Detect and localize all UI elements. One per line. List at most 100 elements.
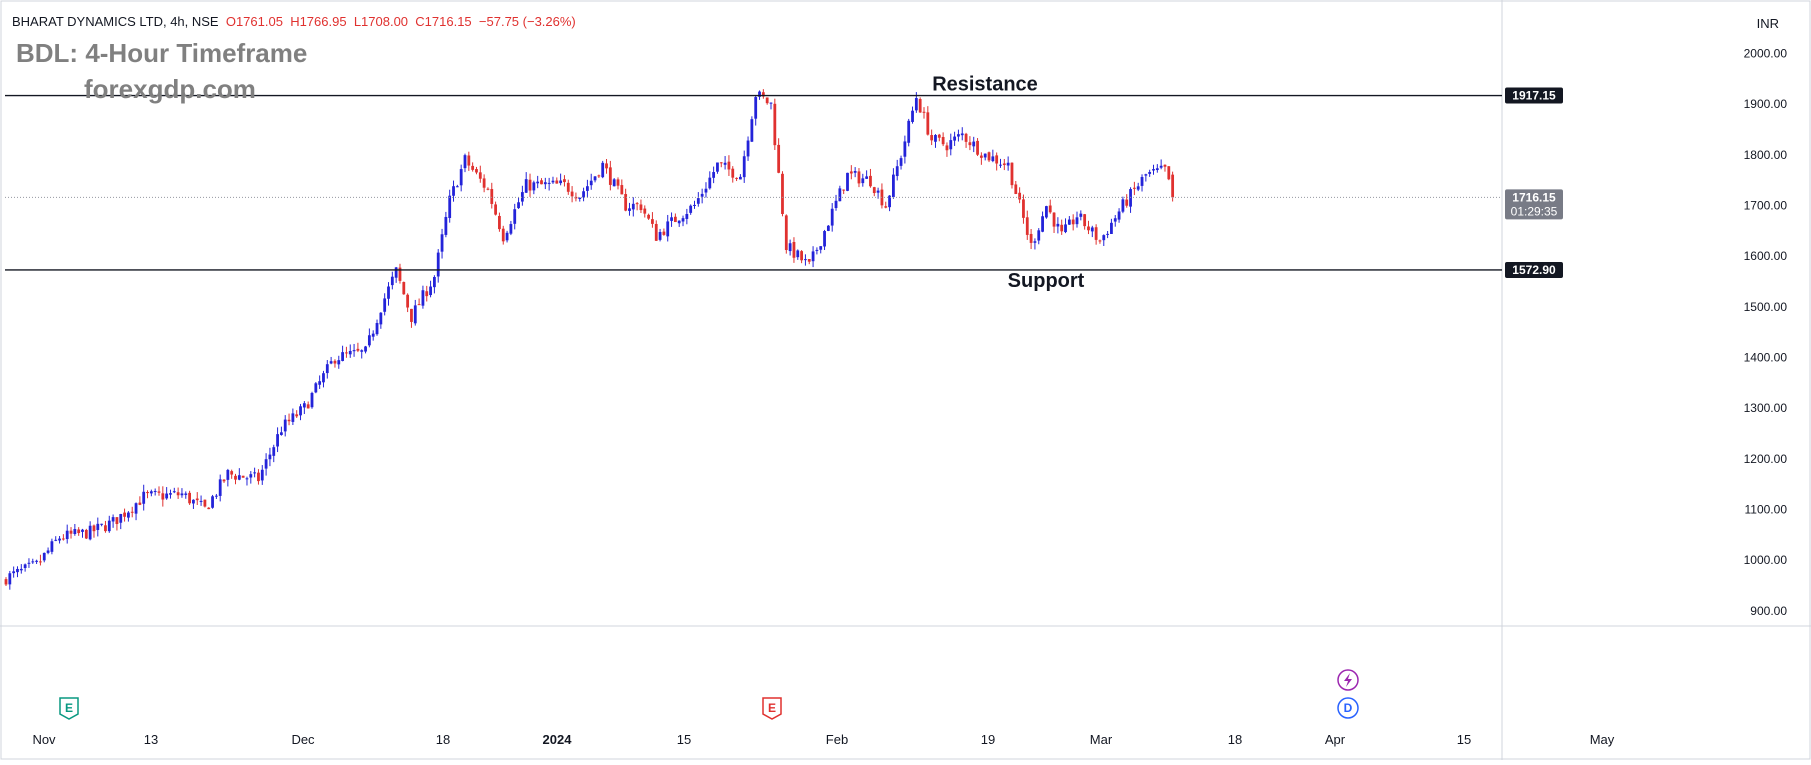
candle: [452, 180, 455, 202]
candle-body: [371, 333, 375, 337]
candle: [1121, 196, 1125, 214]
candle: [471, 162, 475, 172]
candle: [1094, 224, 1098, 245]
candle-body: [367, 335, 371, 346]
x-tick-label: 13: [144, 732, 158, 747]
candle: [960, 127, 964, 141]
candle-body: [884, 206, 888, 208]
candle: [628, 202, 631, 216]
candle-body: [700, 193, 704, 197]
x-tick-label: 2024: [543, 732, 573, 747]
candle: [532, 180, 536, 195]
candle-body: [716, 162, 719, 172]
candle-body: [1087, 226, 1090, 231]
watermark-site: forexgdp.com: [84, 74, 256, 104]
candle: [979, 152, 983, 165]
candle-body: [234, 475, 237, 480]
candle: [318, 375, 322, 389]
candle-body: [876, 190, 880, 193]
candle-body: [777, 144, 781, 173]
candle: [811, 246, 815, 268]
candle: [964, 132, 968, 148]
y-tick-label: 2000.00: [1744, 47, 1788, 61]
candle: [46, 547, 50, 555]
candle-body: [1148, 171, 1152, 174]
y-tick-label: 1300.00: [1744, 401, 1788, 415]
candle-body: [987, 152, 991, 161]
candle: [578, 197, 582, 202]
candle: [941, 132, 945, 147]
candle-body: [926, 112, 930, 135]
candle: [696, 192, 700, 207]
candle: [35, 559, 38, 564]
candle-body: [375, 322, 379, 335]
candle-body: [100, 523, 104, 525]
candle: [1163, 164, 1167, 172]
candle: [314, 382, 318, 394]
candle-body: [230, 471, 234, 475]
candle-body: [1018, 192, 1022, 200]
candle: [1022, 194, 1025, 224]
y-tick-label: 1400.00: [1744, 351, 1788, 365]
candle: [123, 508, 126, 522]
candle: [849, 165, 853, 180]
candle-body: [635, 203, 639, 205]
dividend-badge-label: D: [1344, 701, 1353, 715]
candle-body: [1067, 219, 1071, 225]
candle: [272, 444, 276, 463]
candle: [425, 285, 429, 302]
candle-body: [425, 291, 429, 297]
candle: [693, 200, 696, 209]
currency-label[interactable]: INR: [1756, 16, 1779, 31]
candle-body: [203, 499, 207, 507]
candle-body: [253, 472, 257, 474]
candle-body: [1171, 174, 1175, 198]
candle: [716, 162, 719, 174]
candle-body: [781, 173, 784, 214]
candle-body: [861, 178, 865, 184]
candle-body: [111, 517, 115, 522]
candle: [295, 410, 299, 418]
candle-body: [620, 185, 624, 195]
candle-body: [1060, 224, 1064, 232]
candle-body: [1029, 233, 1033, 243]
candle-body: [257, 472, 260, 482]
candle: [934, 134, 937, 148]
y-tick-label: 900.00: [1750, 604, 1787, 618]
candle: [130, 506, 134, 518]
candle: [1010, 162, 1014, 189]
candle-body: [172, 491, 176, 493]
candle-body: [146, 492, 149, 494]
candle: [551, 176, 555, 184]
candle: [880, 183, 884, 209]
candle: [543, 177, 547, 190]
candle-body: [195, 498, 199, 501]
lightning-icon: [1337, 669, 1359, 691]
candle: [1129, 187, 1132, 213]
candle: [1029, 228, 1033, 250]
candle-body: [417, 304, 421, 306]
candle: [742, 150, 746, 183]
candle: [1071, 214, 1075, 231]
candle: [1125, 194, 1129, 208]
candle-body: [566, 182, 570, 192]
candle-body: [892, 174, 895, 198]
candle-body: [693, 204, 696, 207]
candle-body: [1159, 165, 1163, 168]
candle: [172, 487, 176, 494]
x-tick-label: May: [1590, 732, 1615, 747]
candle-body: [758, 91, 761, 97]
candle: [987, 151, 991, 163]
candle: [823, 229, 826, 251]
candle: [345, 346, 348, 358]
candle: [69, 527, 73, 539]
candle: [677, 220, 681, 227]
candle-body: [914, 98, 918, 111]
candle: [77, 527, 81, 536]
candle-body: [643, 208, 647, 214]
candle-body: [520, 192, 524, 202]
candle-body: [1014, 184, 1018, 194]
candle-body: [402, 282, 406, 295]
